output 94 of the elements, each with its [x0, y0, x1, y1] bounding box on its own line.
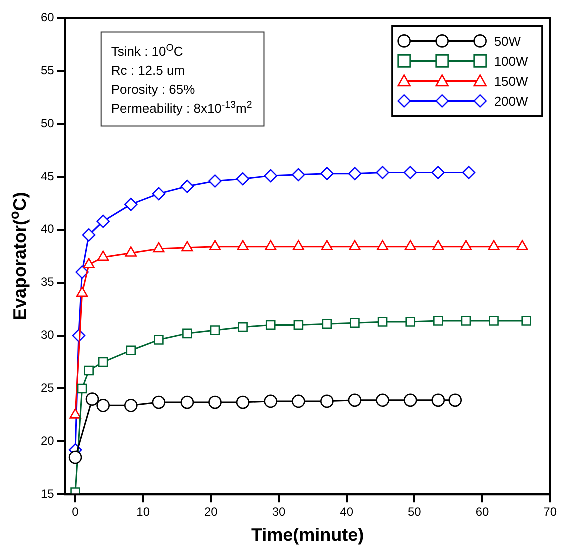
point [292, 394, 306, 408]
point [265, 240, 277, 251]
point [406, 317, 416, 327]
point [516, 240, 528, 251]
point [292, 240, 305, 251]
point [126, 346, 136, 356]
point [378, 317, 388, 327]
point [264, 394, 278, 408]
point [77, 384, 88, 394]
point [348, 167, 362, 180]
x-tick-label: 30 [272, 505, 286, 520]
x-tick-label: 40 [340, 505, 354, 520]
y-tick-label: 30 [40, 328, 55, 342]
point [124, 198, 138, 212]
point [96, 214, 110, 228]
x-tick-label: 60 [476, 505, 490, 520]
point [376, 240, 389, 251]
point [96, 399, 110, 412]
point [210, 326, 220, 336]
point [154, 335, 164, 345]
x-tick-label: 0 [72, 505, 80, 520]
x-axis-title: Time(minute) [252, 525, 364, 545]
point [82, 228, 96, 242]
point [70, 408, 82, 419]
point [182, 328, 192, 339]
legend-label: 50W [494, 34, 522, 49]
point [266, 320, 276, 330]
point [462, 166, 476, 180]
point [432, 166, 446, 180]
y-tick-label: 60 [40, 10, 55, 25]
y-axis-title: Evaporator(oC) [6, 192, 30, 321]
point [404, 240, 416, 251]
point [208, 174, 222, 188]
y-tick-label: 40 [40, 222, 55, 236]
point [348, 394, 362, 408]
x-tick-label: 10 [136, 505, 150, 520]
point [404, 394, 418, 408]
point [86, 392, 100, 406]
point [208, 396, 222, 410]
point [264, 169, 278, 183]
point [209, 240, 222, 251]
point [522, 316, 532, 326]
point [68, 450, 82, 464]
point [321, 240, 334, 251]
x-tick-label: 50 [408, 505, 422, 520]
point [322, 319, 332, 330]
point [84, 366, 94, 376]
legend-label: 100W [494, 54, 530, 69]
annotation: Rc : 12.5 um [111, 63, 186, 78]
legend-label: 200W [494, 94, 530, 109]
x-tick-label: 70 [544, 505, 558, 520]
y-tick-label: 20 [40, 434, 55, 448]
y-tick-label: 25 [40, 381, 55, 396]
y-tick-label: 35 [40, 275, 55, 290]
y-tick-label: 55 [40, 63, 55, 78]
point [448, 394, 462, 408]
point [320, 394, 334, 408]
point [182, 241, 194, 252]
point [238, 322, 248, 332]
point [236, 172, 250, 186]
point [97, 250, 110, 262]
point [98, 357, 108, 368]
y-tick-label: 50 [40, 116, 55, 130]
point [237, 240, 249, 251]
point [349, 240, 361, 251]
point [292, 168, 306, 182]
point [180, 396, 194, 410]
point [152, 187, 166, 201]
point [236, 396, 250, 410]
point [124, 399, 138, 412]
point [125, 246, 137, 257]
point [83, 258, 95, 269]
point [76, 286, 88, 298]
y-tick-label: 15 [40, 486, 55, 501]
point [434, 316, 444, 326]
point [460, 240, 472, 251]
point [180, 180, 194, 194]
point [376, 394, 390, 408]
point [488, 240, 500, 251]
point [489, 316, 499, 326]
x-tick-label: 20 [204, 505, 218, 520]
legend-label: 150W [494, 74, 530, 89]
point [404, 166, 418, 180]
point [320, 167, 334, 180]
y-tick-label: 45 [40, 169, 55, 184]
point [461, 316, 472, 326]
point [152, 396, 166, 410]
point [376, 166, 390, 180]
point [432, 240, 444, 251]
point [350, 318, 360, 328]
annotation: Porosity : 65% [111, 82, 196, 98]
point [432, 394, 446, 408]
point [153, 242, 165, 253]
point [294, 320, 304, 330]
